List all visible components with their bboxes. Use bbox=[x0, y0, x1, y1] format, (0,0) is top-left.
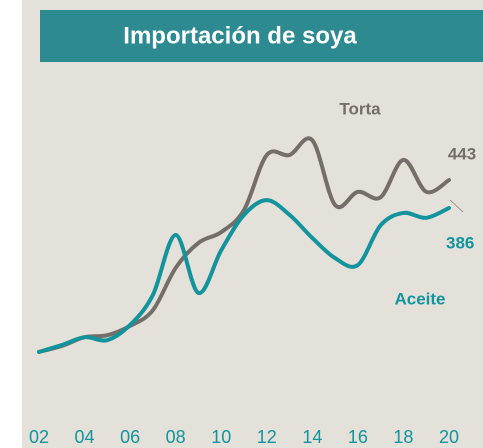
x-tick-label: 02 bbox=[29, 427, 49, 447]
label-connector bbox=[449, 199, 464, 213]
x-tick-label: 12 bbox=[257, 427, 277, 447]
series-label: Torta bbox=[339, 99, 381, 118]
data-label: 386 bbox=[446, 233, 474, 252]
x-tick-label: 10 bbox=[211, 427, 231, 447]
x-tick-label: 14 bbox=[302, 427, 322, 447]
x-tick-label: 08 bbox=[166, 427, 186, 447]
series-label: Aceite bbox=[394, 289, 445, 308]
x-tick-label: 04 bbox=[75, 427, 95, 447]
title-bar bbox=[40, 10, 483, 62]
data-label: 443 bbox=[448, 144, 476, 163]
x-tick-label: 16 bbox=[348, 427, 368, 447]
chart-title: Importación de soya bbox=[123, 22, 357, 49]
x-tick-label: 20 bbox=[439, 427, 459, 447]
line bbox=[37, 136, 451, 354]
line bbox=[37, 198, 451, 354]
x-tick-label: 06 bbox=[120, 427, 140, 447]
x-tick-label: 18 bbox=[393, 427, 413, 447]
plot-background bbox=[22, 0, 483, 448]
